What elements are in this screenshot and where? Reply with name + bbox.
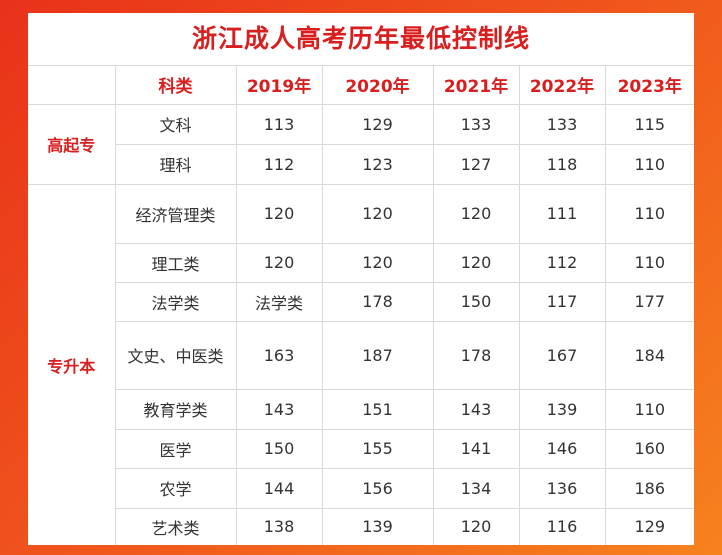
value-cell: 186: [604, 467, 694, 509]
header-year: 2021年: [432, 66, 520, 105]
table-row: 高起专 文科 113 129 133 133 115: [28, 103, 694, 185]
value-cell: 133: [432, 103, 520, 145]
value-cell: 110: [604, 183, 694, 244]
subject-cell: 教育学类: [115, 388, 237, 430]
value-cell: 150: [432, 281, 520, 322]
value-cell: 143: [235, 388, 323, 430]
value-cell: 120: [432, 242, 520, 283]
value-cell: 123: [321, 143, 434, 185]
value-cell: 110: [604, 388, 694, 430]
subject-cell: 文科: [114, 103, 237, 145]
table-row: 理工类 120 120 120 112 110: [28, 242, 694, 283]
subject-cell: 理工类: [115, 242, 237, 283]
value-cell: 116: [518, 507, 606, 545]
value-cell: 143: [432, 388, 520, 430]
table-row: 艺术类 138 139 120 116 129: [28, 507, 694, 545]
value-cell: 150: [235, 428, 323, 469]
table-row: 教育学类 143 151 143 139 110: [28, 388, 694, 430]
header-year: 2020年: [321, 66, 434, 105]
value-cell: 118: [518, 143, 606, 185]
value-cell: 120: [432, 507, 520, 545]
table-row: 医学 150 155 141 146 160: [28, 428, 694, 469]
value-cell: 167: [518, 320, 606, 390]
value-cell: 139: [321, 507, 434, 545]
value-cell: 110: [604, 242, 694, 283]
value-cell: 139: [518, 388, 606, 430]
value-cell: 138: [235, 507, 323, 545]
table-row: 农学 144 156 134 136 186: [28, 467, 694, 509]
value-cell: 110: [604, 143, 694, 185]
header-year: 2019年: [235, 66, 323, 105]
value-cell: 155: [321, 428, 434, 469]
header-group-cell: [28, 66, 116, 105]
value-cell: 115: [604, 103, 694, 145]
value-cell: 187: [321, 320, 434, 390]
value-cell: 184: [604, 320, 694, 390]
value-cell: 134: [432, 467, 520, 509]
table-row: 理科 112 123 127 118 110: [28, 143, 694, 185]
value-cell: 120: [235, 242, 323, 283]
subject-cell: 医学: [115, 428, 237, 469]
header-year: 2023年: [604, 66, 694, 105]
value-cell: 120: [321, 183, 434, 244]
value-cell: 120: [235, 183, 323, 244]
score-card: 浙江成人高考历年最低控制线 科类 2019年 2020年 2021年 2022年…: [28, 13, 694, 545]
value-cell: 112: [235, 143, 323, 185]
header-row: 科类 2019年 2020年 2021年 2022年 2023年: [28, 66, 694, 105]
header-year: 2022年: [518, 66, 606, 105]
value-cell: 136: [518, 467, 606, 509]
subject-cell: 经济管理类: [114, 183, 237, 244]
page-title: 浙江成人高考历年最低控制线: [28, 13, 694, 66]
value-cell: 178: [321, 281, 434, 322]
value-cell: 120: [432, 183, 520, 244]
subject-cell: 理科: [115, 143, 237, 185]
subject-cell: 农学: [115, 467, 237, 509]
value-cell: 127: [432, 143, 520, 185]
subject-cell: 法学类: [115, 281, 237, 322]
table-row: 法学类 法学类 178 150 117 177: [28, 281, 694, 322]
value-cell: 129: [321, 103, 434, 145]
value-cell: 法学类: [235, 281, 323, 322]
table-row: 专升本 经济管理类 120 120 120 111 110: [28, 183, 694, 545]
group-label: 专升本: [28, 183, 116, 545]
value-cell: 156: [321, 467, 434, 509]
value-cell: 141: [432, 428, 520, 469]
value-cell: 151: [321, 388, 434, 430]
value-cell: 117: [518, 281, 606, 322]
header-subject: 科类: [114, 66, 237, 105]
value-cell: 146: [518, 428, 606, 469]
subject-cell: 艺术类: [115, 507, 237, 545]
score-table: 科类 2019年 2020年 2021年 2022年 2023年 高起专 文科 …: [28, 66, 694, 545]
group-label: 高起专: [28, 103, 116, 185]
value-cell: 163: [235, 320, 323, 390]
value-cell: 177: [604, 281, 694, 322]
value-cell: 113: [235, 103, 323, 145]
value-cell: 120: [321, 242, 434, 283]
value-cell: 144: [235, 467, 323, 509]
subject-cell: 文史、中医类: [115, 320, 237, 390]
value-cell: 133: [518, 103, 606, 145]
table-row: 文史、中医类 163 187 178 167 184: [28, 320, 694, 390]
value-cell: 112: [518, 242, 606, 283]
value-cell: 160: [604, 428, 694, 469]
value-cell: 129: [604, 507, 694, 545]
value-cell: 178: [432, 320, 520, 390]
value-cell: 111: [518, 183, 606, 244]
